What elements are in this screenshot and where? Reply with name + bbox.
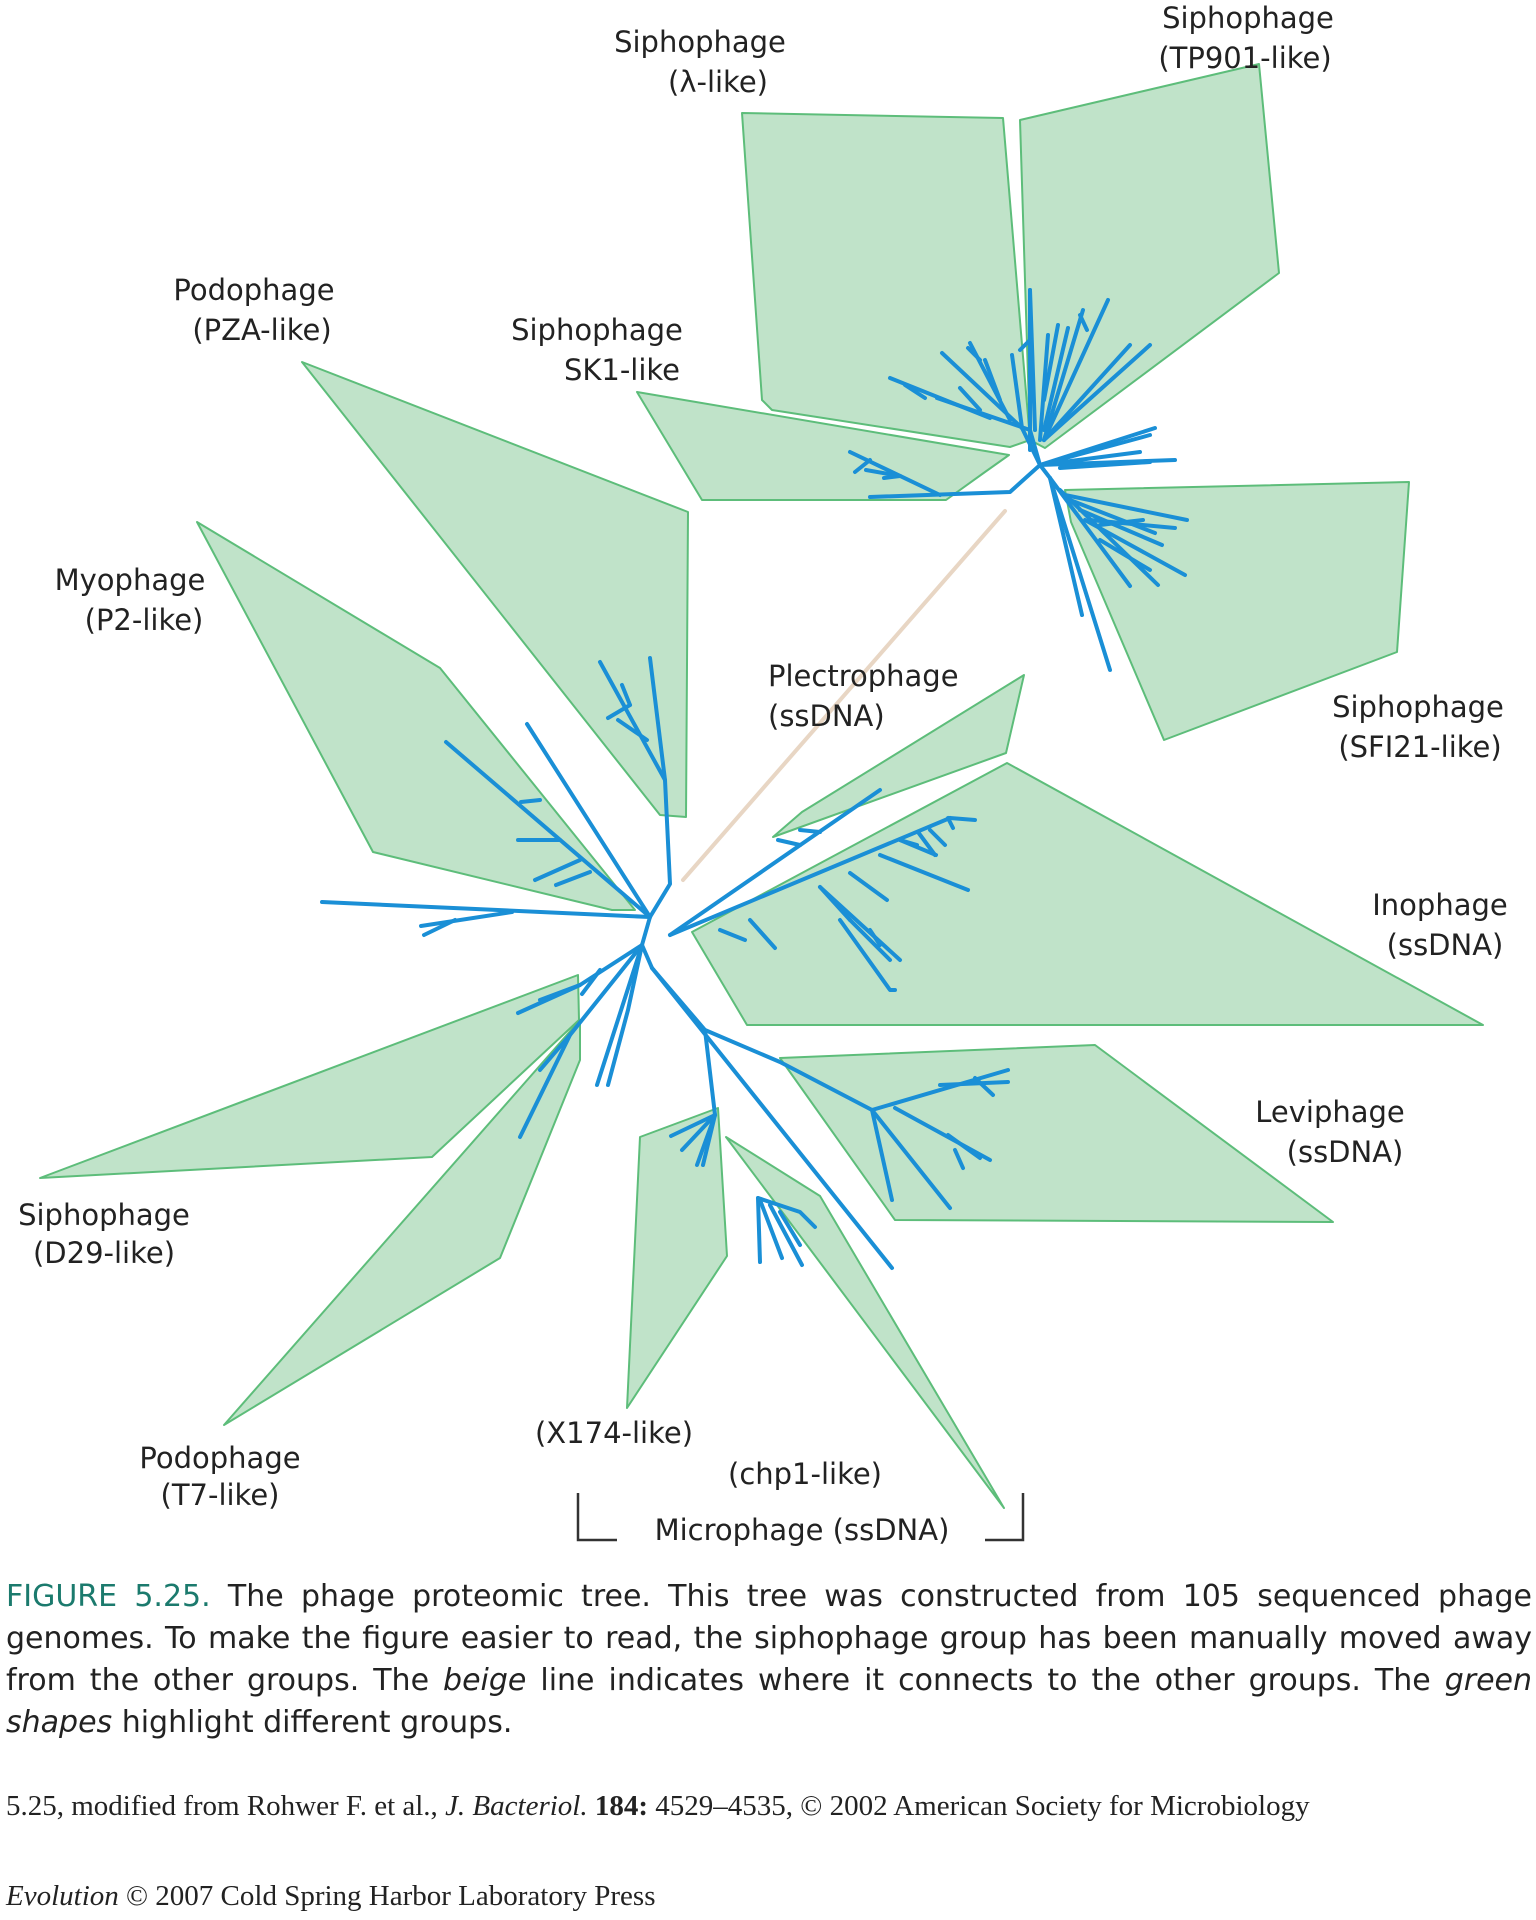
tree-branches: [320, 288, 1189, 1270]
label-podo-t7-name: Podophage: [139, 1441, 300, 1475]
label-myo-p2-sub: (P2-like): [85, 603, 204, 637]
publisher-book: Evolution: [6, 1880, 119, 1912]
phage-proteomic-tree: Siphophage (λ-like) Siphophage (TP901-li…: [18, 1, 1508, 1547]
figure-label: FIGURE 5.25.: [6, 1579, 211, 1614]
publisher-line: Evolution © 2007 Cold Spring Harbor Labo…: [6, 1880, 655, 1913]
label-sipho-d29-name: Siphophage: [18, 1198, 190, 1232]
figure-caption: FIGURE 5.25. The phage proteomic tree. T…: [6, 1576, 1532, 1744]
shape-sipho-sfi21: [1064, 481, 1410, 741]
group-labels: Siphophage (λ-like) Siphophage (TP901-li…: [18, 1, 1508, 1547]
caption-text-3: highlight different groups.: [112, 1705, 513, 1740]
group-shapes: [39, 63, 1484, 1509]
shape-levi: [779, 1044, 1334, 1223]
label-x174-sub: (X174-like): [535, 1416, 693, 1450]
label-podo-t7-sub: (T7-like): [161, 1478, 280, 1512]
label-plectro-name: Plectrophage: [768, 659, 959, 693]
caption-text-2: line indicates where it connects to the …: [526, 1663, 1445, 1698]
caption-green-shapes: green shapes: [6, 1663, 1533, 1740]
label-sipho-sfi21-name: Siphophage: [1332, 690, 1504, 724]
label-plectro-sub: (ssDNA): [768, 699, 885, 733]
label-sipho-lambda-sub: (λ-like): [668, 65, 768, 99]
label-micro-name: Microphage (ssDNA): [655, 1513, 950, 1547]
caption-beige: beige: [443, 1663, 527, 1698]
credit-rest: 4529–4535, © 2002 American Society for M…: [648, 1790, 1310, 1822]
label-ino-name: Inophage: [1372, 888, 1507, 922]
shape-sipho-sk1: [636, 391, 1010, 501]
label-levi-name: Leviphage: [1255, 1095, 1405, 1129]
label-sipho-tp901-sub: (TP901-like): [1158, 41, 1331, 75]
shape-plectro: [772, 674, 1025, 838]
credit-fig-ref: 5.25, modified from Rohwer F. et al.,: [6, 1790, 446, 1822]
source-credit: 5.25, modified from Rohwer F. et al., J.…: [6, 1790, 1310, 1823]
caption-text-1: The phage proteomic tree. This tree was …: [6, 1579, 1532, 1698]
shape-x174: [626, 1107, 728, 1409]
credit-volume: 184:: [594, 1790, 649, 1822]
label-sipho-sfi21-sub: (SFI21-like): [1338, 730, 1501, 764]
shape-ino: [691, 762, 1484, 1026]
label-ino-sub: (ssDNA): [1387, 928, 1504, 962]
label-myo-p2-name: Myophage: [55, 563, 206, 597]
label-sipho-sk1-sub: SK1-like: [564, 353, 680, 387]
shape-chp1: [725, 1136, 1005, 1509]
label-levi-sub: (ssDNA): [1287, 1135, 1404, 1169]
label-sipho-tp901-name: Siphophage: [1162, 1, 1334, 35]
credit-journal: J. Bacteriol.: [445, 1790, 588, 1822]
microphage-bracket: [576, 1493, 1025, 1542]
shape-podo-pza: [301, 361, 689, 818]
label-podo-pza-name: Podophage: [173, 273, 334, 307]
beige-connector-line: [681, 509, 1007, 882]
label-sipho-d29-sub: (D29-like): [33, 1236, 175, 1270]
publisher-rest: © 2007 Cold Spring Harbor Laboratory Pre…: [118, 1880, 656, 1912]
shape-podo-t7: [223, 1019, 581, 1426]
label-sipho-lambda-name: Siphophage: [614, 25, 786, 59]
label-chp1-sub: (chp1-like): [728, 1457, 882, 1491]
label-sipho-sk1-name: Siphophage: [511, 313, 683, 347]
shape-myo-p2: [196, 521, 636, 911]
shape-sipho-lambda: [741, 112, 1031, 448]
label-podo-pza-sub: (PZA-like): [192, 313, 331, 347]
